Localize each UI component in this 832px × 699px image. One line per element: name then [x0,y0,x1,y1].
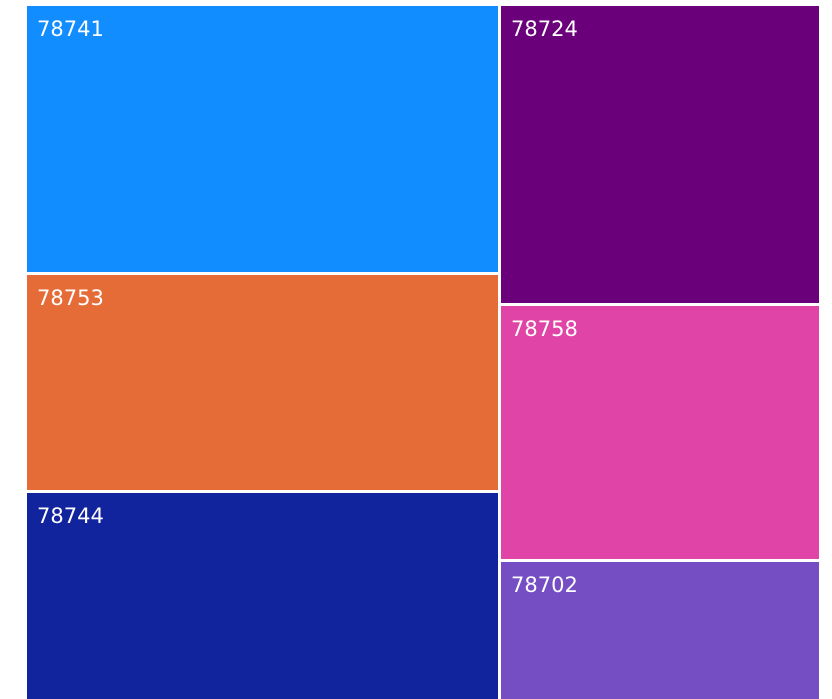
treemap-tile-78744[interactable]: 78744 [27,493,498,699]
treemap-tile-label: 78724 [511,17,578,41]
treemap-tile-78758[interactable]: 78758 [501,306,819,559]
treemap-tile-78724[interactable]: 78724 [501,6,819,303]
treemap-tile-78753[interactable]: 78753 [27,275,498,490]
treemap-tile-78741[interactable]: 78741 [27,6,498,272]
treemap-tile-label: 78758 [511,317,578,341]
treemap-tile-78702[interactable]: 78702 [501,562,819,699]
treemap-tile-label: 78702 [511,573,578,597]
treemap-tile-label: 78741 [37,17,104,41]
treemap-tile-label: 78753 [37,286,104,310]
treemap-tile-label: 78744 [37,504,104,528]
